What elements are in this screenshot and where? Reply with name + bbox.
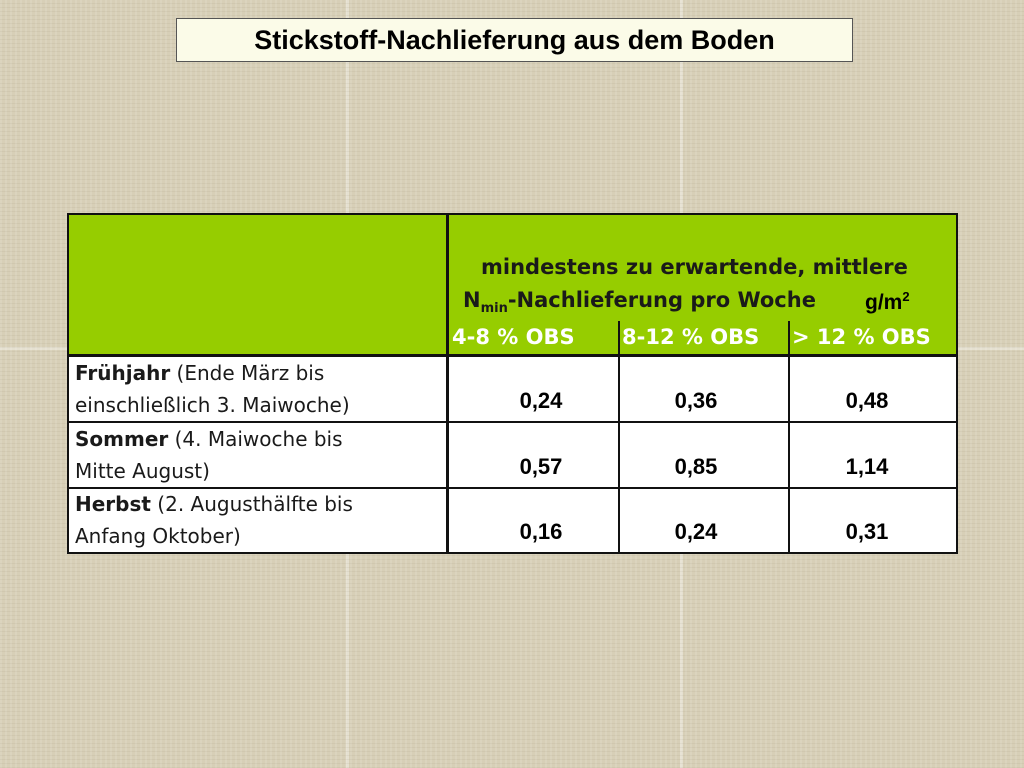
table-cell: 0,24 bbox=[674, 519, 718, 544]
nmin-symbol: N bbox=[463, 288, 481, 312]
season-period: Mitte August) bbox=[75, 459, 210, 483]
season-period: Anfang Oktober) bbox=[75, 524, 241, 548]
slide-title: Stickstoff-Nachlieferung aus dem Boden bbox=[176, 18, 853, 62]
season-period: einschließlich 3. Maiwoche) bbox=[75, 393, 350, 417]
season-name: Sommer bbox=[75, 427, 169, 451]
column-divider bbox=[788, 321, 790, 552]
table-cell: 0,85 bbox=[674, 454, 718, 479]
season-period: (2. Augusthälfte bis bbox=[150, 492, 353, 516]
label-column-divider bbox=[446, 215, 449, 552]
table-cell: 0,48 bbox=[845, 388, 889, 413]
header-caption-line2: Nmin-Nachlieferung pro Woche bbox=[463, 288, 816, 316]
table-cell: 0,24 bbox=[519, 388, 563, 413]
row-label-spring: Frühjahr (Ende März bis einschließlich 3.… bbox=[75, 357, 445, 421]
nmin-subscript: min bbox=[480, 301, 508, 316]
table-cell: 0,16 bbox=[519, 519, 563, 544]
column-divider bbox=[618, 321, 620, 552]
table-cell: 0,36 bbox=[674, 388, 718, 413]
row-label-summer: Sommer (4. Maiwoche bis Mitte August) bbox=[75, 423, 445, 487]
season-name: Herbst bbox=[75, 492, 151, 516]
row-divider bbox=[69, 421, 956, 423]
header-row-divider bbox=[69, 354, 956, 357]
unit-label: g/m2 bbox=[865, 289, 910, 315]
season-period: (Ende März bis bbox=[170, 361, 325, 385]
row-label-autumn: Herbst (2. Augusthälfte bis Anfang Oktobe… bbox=[75, 488, 445, 552]
column-header-obs-over-12: > 12 % OBS bbox=[792, 325, 931, 349]
unit-exponent: 2 bbox=[902, 289, 910, 304]
season-name: Frühjahr bbox=[75, 361, 171, 385]
table-header bbox=[69, 215, 956, 355]
row-divider bbox=[69, 487, 956, 489]
table-cell: 1,14 bbox=[845, 454, 889, 479]
column-header-obs-8-12: 8-12 % OBS bbox=[622, 325, 760, 349]
season-period: (4. Maiwoche bis bbox=[168, 427, 343, 451]
unit-base: g/m bbox=[865, 291, 903, 314]
table-cell: 0,57 bbox=[519, 454, 563, 479]
column-header-obs-4-8: 4-8 % OBS bbox=[452, 325, 575, 349]
header-caption-line1: mindestens zu erwartende, mittlere bbox=[481, 255, 908, 279]
nitrogen-supply-table: mindestens zu erwartende, mittlere Nmin-… bbox=[67, 213, 958, 554]
table-cell: 0,31 bbox=[845, 519, 889, 544]
header-caption-line2-text: -Nachlieferung pro Woche bbox=[507, 288, 816, 312]
